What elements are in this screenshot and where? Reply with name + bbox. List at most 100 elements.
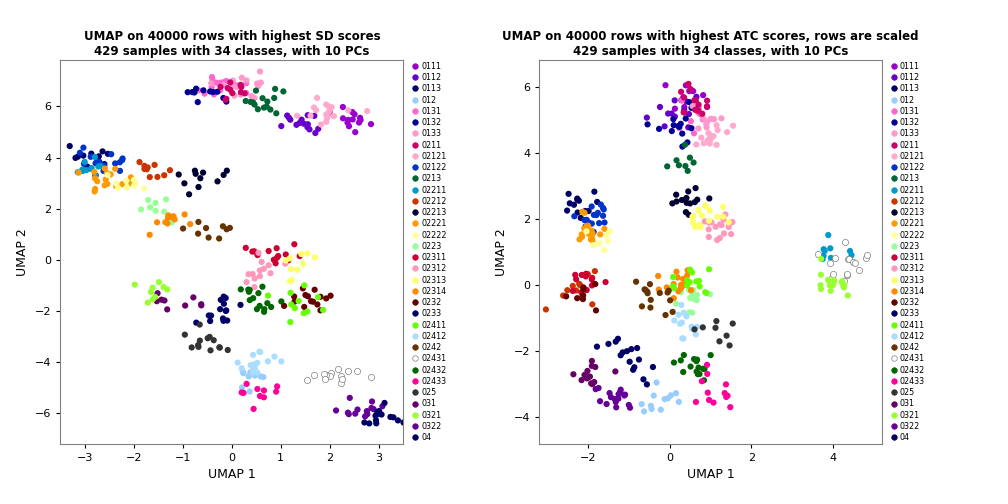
Point [245, 270, 261, 278]
Point [191, 341, 207, 349]
Point [326, 112, 342, 120]
Point [250, 249, 266, 257]
Point [703, 115, 719, 123]
Point [631, 355, 647, 363]
Point [291, 119, 307, 127]
Point [589, 198, 605, 206]
Point [719, 128, 735, 136]
Point [623, 345, 639, 353]
Point [665, 273, 681, 281]
Point [574, 233, 590, 241]
Point [651, 286, 667, 294]
Point [685, 212, 702, 220]
Point [250, 105, 266, 113]
Point [202, 317, 218, 325]
Point [668, 191, 684, 199]
Point [241, 270, 257, 278]
Point [673, 301, 689, 309]
Point [293, 115, 309, 123]
Point [215, 314, 231, 323]
Point [245, 351, 261, 359]
Point [218, 306, 234, 314]
Point [256, 308, 272, 316]
Point [277, 260, 293, 268]
Point [357, 418, 373, 426]
Point [79, 166, 95, 174]
Point [708, 223, 724, 231]
Point [702, 290, 718, 298]
Point [575, 208, 591, 216]
Point [273, 122, 289, 130]
Point [70, 168, 86, 176]
Point [288, 121, 304, 129]
Point [127, 281, 143, 289]
Point [160, 214, 176, 222]
Point [673, 288, 689, 296]
Point [663, 391, 679, 399]
Point [242, 286, 258, 294]
Point [156, 296, 172, 304]
Point [575, 295, 591, 303]
Point [683, 124, 700, 132]
X-axis label: UMAP 1: UMAP 1 [208, 468, 256, 481]
Point [205, 88, 221, 96]
Point [680, 211, 697, 219]
Point [341, 410, 357, 418]
Point [203, 311, 219, 320]
Point [676, 141, 692, 149]
Point [216, 78, 232, 86]
Point [681, 308, 698, 317]
Point [652, 103, 668, 111]
Point [309, 94, 326, 102]
Point [259, 299, 275, 307]
Point [701, 225, 717, 233]
Point [696, 139, 712, 147]
Point [194, 300, 210, 308]
Point [574, 271, 590, 279]
Point [585, 236, 601, 244]
Point [256, 103, 272, 111]
Point [255, 373, 271, 381]
Point [680, 286, 697, 294]
Point [201, 311, 217, 320]
Point [583, 235, 599, 243]
Point [191, 183, 207, 191]
Point [216, 81, 232, 89]
Point [683, 287, 700, 295]
Point [123, 173, 139, 181]
Point [219, 225, 235, 233]
Point [246, 360, 262, 368]
Point [674, 143, 690, 151]
Point [75, 167, 91, 175]
Point [95, 147, 111, 155]
Point [237, 89, 253, 97]
Point [335, 103, 351, 111]
Point [708, 324, 724, 332]
Point [140, 298, 156, 306]
Point [714, 221, 730, 229]
Point [701, 396, 717, 404]
Point [91, 162, 107, 170]
Point [176, 210, 193, 218]
Point [368, 419, 384, 427]
Point [282, 318, 298, 326]
Point [368, 412, 384, 420]
Point [634, 302, 650, 310]
Point [572, 280, 588, 288]
Point [812, 271, 829, 279]
Point [246, 405, 262, 413]
Point [688, 141, 705, 149]
Point [344, 108, 360, 116]
Point [188, 319, 205, 327]
Point [691, 282, 708, 290]
Point [177, 301, 194, 309]
Point [834, 277, 850, 285]
Point [273, 297, 289, 305]
Point [317, 370, 333, 379]
Point [136, 165, 152, 173]
Point [579, 374, 595, 383]
Point [690, 206, 707, 214]
Point [252, 272, 268, 280]
Point [323, 292, 339, 300]
Point [103, 170, 119, 178]
